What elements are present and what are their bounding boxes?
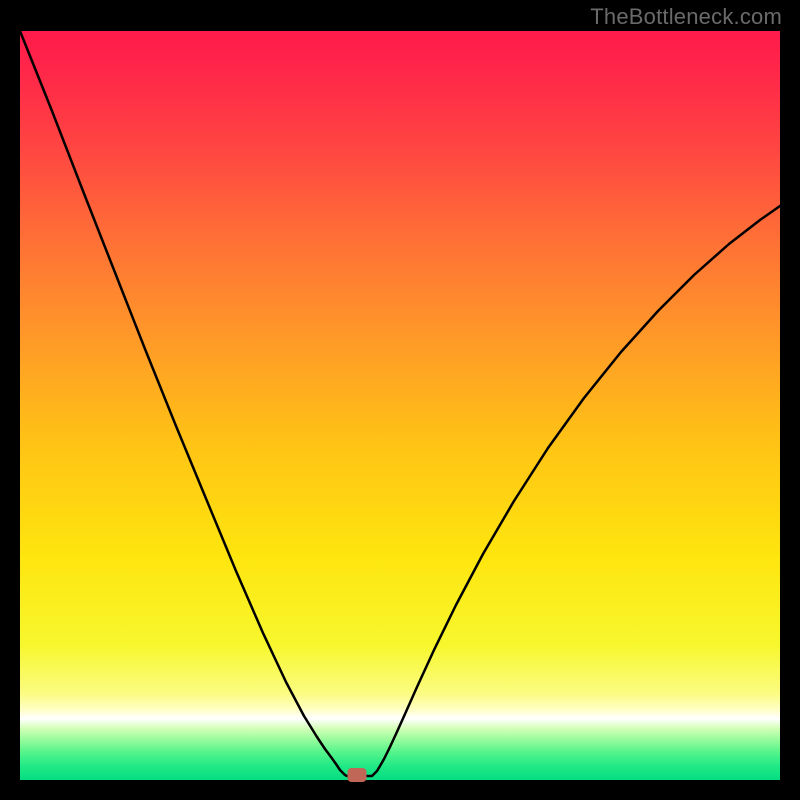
optimal-point-marker (348, 768, 367, 782)
watermark-text: TheBottleneck.com (590, 4, 782, 30)
bottleneck-curve (20, 31, 780, 780)
frame-left (0, 0, 20, 800)
plot-area (20, 31, 780, 780)
frame-right (780, 0, 800, 800)
frame-bottom (0, 780, 800, 800)
